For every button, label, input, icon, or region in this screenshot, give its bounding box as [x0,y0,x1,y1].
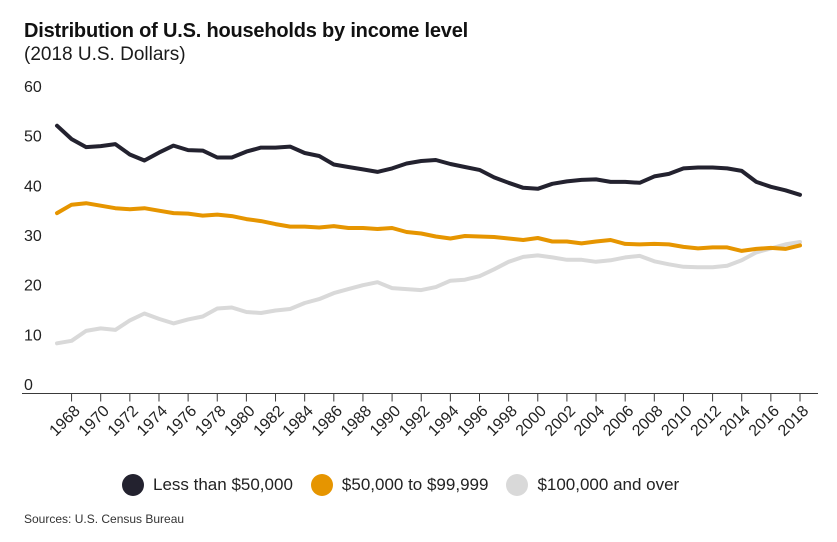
x-tick-label: 1990 [367,403,404,440]
chart-title: Distribution of U.S. households by incom… [24,20,468,42]
y-tick-label: 30 [24,228,42,245]
x-tick-label: 1974 [134,403,171,440]
legend-label: $100,000 and over [537,475,680,494]
x-tick-label: 1980 [221,403,258,440]
x-tick-label: 1972 [105,403,142,440]
x-tick-label: 1992 [396,403,433,440]
x-tick-label: 1982 [251,403,288,440]
x-tick-label: 1986 [309,403,346,440]
x-tick-label: 1978 [192,403,229,440]
legend-swatch-icon [122,474,144,496]
x-tick-label: 1968 [47,403,84,440]
y-tick-label: 50 [24,129,42,146]
y-tick-label: 40 [24,178,42,195]
x-tick-label: 2002 [542,403,579,440]
x-tick-label: 2008 [629,403,666,440]
source-note: Sources: U.S. Census Bureau [24,512,185,526]
x-tick-label: 1984 [280,403,317,440]
series-line-50-000-to-99-999 [55,201,802,253]
series-lines [55,123,802,346]
legend-swatch-icon [506,474,529,496]
x-tick-label: 2018 [775,403,812,440]
series-line-100-000-and-over [55,240,802,346]
y-tick-label: 60 [24,79,42,96]
legend-label: Less than $50,000 [153,475,293,494]
x-tick-label: 2004 [571,403,608,440]
legend-item-50000-to-99999: $50,000 to $99,999 [310,474,489,496]
y-tick-label: 10 [24,327,42,344]
x-tick-label: 2014 [717,403,754,440]
x-tick-label: 1998 [484,403,521,440]
x-axis-ticks: 1968197019721974197619781980198219841986… [47,393,812,440]
x-tick-label: 1994 [425,403,462,440]
x-tick-label: 2000 [513,403,550,440]
x-tick-label: 1976 [163,403,200,440]
x-tick-label: 2016 [746,403,783,440]
y-tick-label: 0 [24,377,33,394]
x-tick-label: 2010 [658,403,695,440]
chart-subtitle: (2018 U.S. Dollars) [24,44,186,65]
legend-item-100000-and-over: $100,000 and over [506,474,679,496]
legend-item-less-than-50000: Less than $50,000 [122,474,293,496]
x-tick-label: 1996 [454,403,491,440]
legend-label: $50,000 to $99,999 [341,475,489,494]
x-tick-label: 2012 [688,403,725,440]
legend-swatch-icon [310,474,333,496]
legend: Less than $50,000 $50,000 to $99,999 $10… [122,474,697,496]
x-tick-label: 1988 [338,403,375,440]
x-tick-label: 1970 [76,403,113,440]
y-axis-ticks: 0 10 20 30 40 50 60 [24,79,42,394]
series-line-less-than-50-000 [55,123,802,197]
x-tick-label: 2006 [600,403,637,440]
y-tick-label: 20 [24,278,42,295]
